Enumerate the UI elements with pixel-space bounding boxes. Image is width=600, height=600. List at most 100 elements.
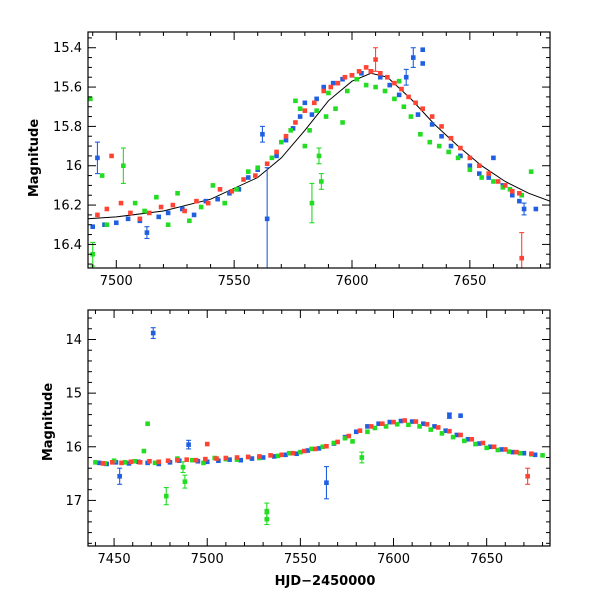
top-data-point [455, 155, 461, 161]
bottom-data-point [298, 449, 303, 455]
top-data-point [309, 112, 315, 117]
top-data-point [274, 149, 279, 155]
top-data-point [314, 96, 319, 102]
bottom-data-point [447, 428, 452, 434]
top-data-point [408, 114, 414, 119]
bottom-data-point [383, 424, 389, 429]
top-data-point [132, 200, 138, 206]
top-data-point [373, 57, 378, 62]
bottom-data-point [156, 459, 162, 465]
bottom-data-point [203, 456, 208, 462]
bottom-data-point [402, 418, 407, 423]
bottom-data-point [491, 444, 497, 450]
top-data-point [467, 155, 473, 161]
bottom-data-point [406, 422, 411, 428]
top-data-point [448, 143, 454, 149]
bottom-data-point [141, 448, 147, 454]
bottom-data-point [184, 457, 190, 462]
bottom-data-point [186, 442, 191, 447]
top-data-point [528, 169, 534, 174]
top-data-point [517, 198, 522, 204]
bottom-data-point [346, 433, 352, 439]
top-y-tick-label: 16.2 [53, 199, 82, 214]
bottom-data-point [286, 450, 292, 456]
top-data-point [125, 216, 131, 222]
top-data-point [314, 108, 319, 113]
top-data-point [387, 82, 393, 88]
top-data-point [491, 179, 496, 184]
top-data-point [205, 200, 211, 206]
bottom-data-point [223, 455, 229, 461]
top-model-curve [88, 72, 550, 220]
top-data-point [288, 128, 294, 133]
bottom-data-point [443, 428, 448, 433]
top-data-point [401, 104, 407, 110]
top-y-axis-label: Magnitude [27, 119, 42, 198]
top-data-point [502, 183, 508, 188]
top-data-point [429, 114, 435, 119]
bottom-y-tick-label: 14 [65, 333, 82, 348]
bottom-data-point [502, 447, 508, 452]
top-data-point [154, 194, 159, 200]
bottom-data-point [260, 455, 266, 460]
bottom-data-point [163, 493, 169, 499]
top-data-point [118, 200, 124, 206]
top-data-point [210, 183, 216, 188]
bottom-data-point [137, 460, 143, 465]
bottom-data-point [316, 446, 322, 451]
bottom-data-point [100, 461, 106, 466]
bottom-data-point [462, 438, 467, 444]
bottom-data-point [180, 464, 186, 470]
top-data-point [392, 96, 397, 102]
bottom-data-point [357, 428, 363, 433]
bottom-data-point [324, 443, 329, 449]
top-data-point [420, 47, 426, 52]
top-data-point [255, 165, 261, 170]
bottom-data-point [394, 421, 400, 427]
top-data-point [309, 200, 315, 206]
top-data-point [509, 189, 515, 194]
top-data-point [413, 100, 418, 106]
top-data-point [495, 179, 501, 184]
bottom-data-point [309, 446, 314, 452]
top-data-point [165, 222, 171, 228]
top-data-point [245, 169, 251, 174]
top-data-point [517, 190, 522, 196]
top-data-point [439, 124, 444, 129]
top-data-point [519, 192, 525, 198]
top-data-point [316, 153, 322, 159]
top-y-tick-label: 16 [65, 159, 82, 174]
top-data-point [344, 88, 350, 94]
bottom-data-point [450, 434, 456, 440]
bottom-data-point [275, 453, 281, 459]
bottom-data-point [365, 429, 370, 435]
top-data-point [479, 175, 484, 180]
bottom-data-point [279, 452, 285, 458]
top-data-point [236, 187, 242, 192]
bottom-data-point [238, 457, 244, 463]
top-data-point [439, 133, 444, 139]
top-data-point [142, 208, 147, 214]
bottom-data-point [521, 450, 527, 456]
top-series-1 [88, 76, 534, 267]
bottom-series-1 [93, 421, 545, 526]
bottom-data-point [506, 449, 512, 454]
top-data-point [128, 210, 133, 216]
top-data-point [349, 72, 355, 78]
bottom-data-point [109, 460, 115, 465]
top-data-point [382, 88, 388, 94]
bottom-data-point [458, 413, 463, 418]
bottom-data-point [190, 457, 195, 463]
bottom-data-point [294, 451, 299, 457]
top-data-point [326, 90, 331, 96]
top-data-point [229, 189, 235, 194]
top-data-point [429, 122, 435, 127]
top-data-point [330, 80, 336, 86]
bottom-data-point [324, 480, 329, 486]
top-data-point [121, 163, 126, 169]
top-data-point [194, 198, 199, 204]
bottom-data-point [458, 432, 463, 438]
top-data-point [448, 135, 454, 141]
top-data-point [109, 153, 114, 159]
bottom-y-tick-label: 16 [65, 440, 82, 455]
